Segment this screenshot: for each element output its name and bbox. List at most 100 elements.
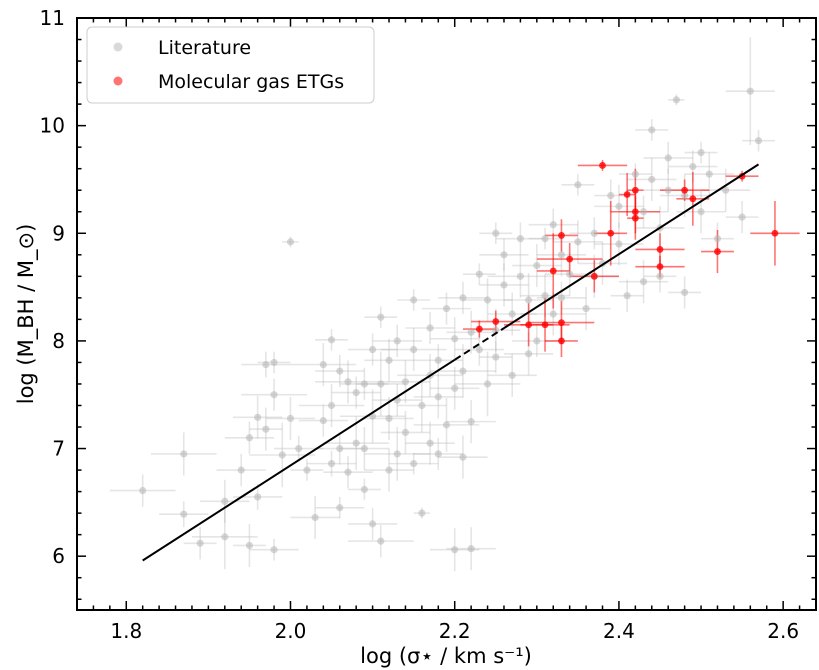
literature-point [451,546,459,554]
legend-marker-literature [113,42,123,52]
literature-point [492,229,500,237]
literature-point [303,466,311,474]
literature-point [270,546,278,554]
y-tick-label: 7 [52,437,65,461]
literature-point [377,380,385,388]
literature-point [410,296,418,304]
x-tick-label: 2.6 [767,619,799,643]
y-tick-label: 6 [52,544,65,568]
literature-point [434,356,442,364]
etg-point [656,246,664,253]
literature-point [401,378,410,386]
literature-point [492,326,500,334]
etg-point [631,214,639,222]
literature-point [525,296,533,304]
legend-label-literature: Literature [158,37,251,59]
literature-point [648,126,656,134]
literature-point [360,485,368,494]
fit-line-dashed [454,327,505,361]
literature-point [533,261,541,270]
literature-point [689,162,697,171]
etg-point [558,319,565,327]
literature-point [344,468,352,476]
points-layer [139,87,779,554]
literature-point [648,175,656,184]
legend-label-molecular: Molecular gas ETGs [158,71,344,93]
y-tick-label: 9 [52,221,65,245]
literature-point [385,414,393,423]
literature-point [311,513,319,522]
literature-point [352,388,360,397]
literature-point [221,533,229,541]
literature-point [393,450,401,458]
literature-point [418,509,426,517]
legend-box [86,26,375,104]
y-tick-label: 8 [52,329,65,353]
literature-point [516,235,525,243]
fit-line-solid-low [142,358,456,562]
literature-point [607,192,615,200]
etg-point [689,195,697,203]
literature-point [525,350,533,358]
literature-point [500,281,508,289]
literature-point [344,378,352,386]
etg-point [549,267,557,275]
literature-point [327,401,336,410]
literature-point [319,416,327,425]
literature-point [574,181,582,189]
literature-point [574,238,582,246]
plot-frame [76,17,817,611]
etg-point [631,208,639,216]
etg-point [558,337,565,345]
literature-point [664,154,672,162]
plot-background [77,18,816,610]
literature-point [459,294,467,302]
literature-point [582,305,590,313]
literature-point [393,337,401,345]
literature-point [369,520,377,528]
literature-point [254,413,262,421]
literature-point [410,460,418,468]
fit-line-layer [142,163,760,562]
literature-point [369,345,377,354]
literature-point [508,310,516,318]
literature-point [459,453,467,461]
literature-point [352,439,360,447]
literature-point [459,367,467,375]
literature-point [681,192,689,200]
literature-point [426,439,434,447]
literature-point [664,186,672,194]
legend: Literature Molecular gas ETGs [86,26,375,104]
etg-point [656,263,664,271]
etg-point [590,272,598,280]
literature-point [180,510,188,518]
literature-point [475,345,483,354]
literature-point [336,444,344,453]
literature-point [451,384,459,392]
literature-point [270,358,278,367]
literature-point [623,292,631,300]
literature-point [360,380,368,388]
fit-line-solid-high [503,163,760,329]
literature-point [746,87,754,95]
literature-point [377,313,385,321]
etg-point [599,162,606,169]
literature-point [295,444,303,453]
literature-point [697,148,705,157]
literature-point [327,336,336,344]
legend-marker-molecular [113,76,123,86]
etg-point [681,186,689,194]
literature-point [262,425,270,433]
literature-point [426,324,434,332]
literature-point [401,428,410,436]
literature-point [615,202,623,210]
literature-point [508,371,516,379]
literature-point [557,251,566,259]
literature-point [451,335,459,343]
y-axis-title: log (M_BH / M_⊙) [14,224,39,405]
etg-point [623,191,631,198]
literature-point [270,391,278,399]
etg-point [631,186,639,194]
literature-point [196,539,204,547]
